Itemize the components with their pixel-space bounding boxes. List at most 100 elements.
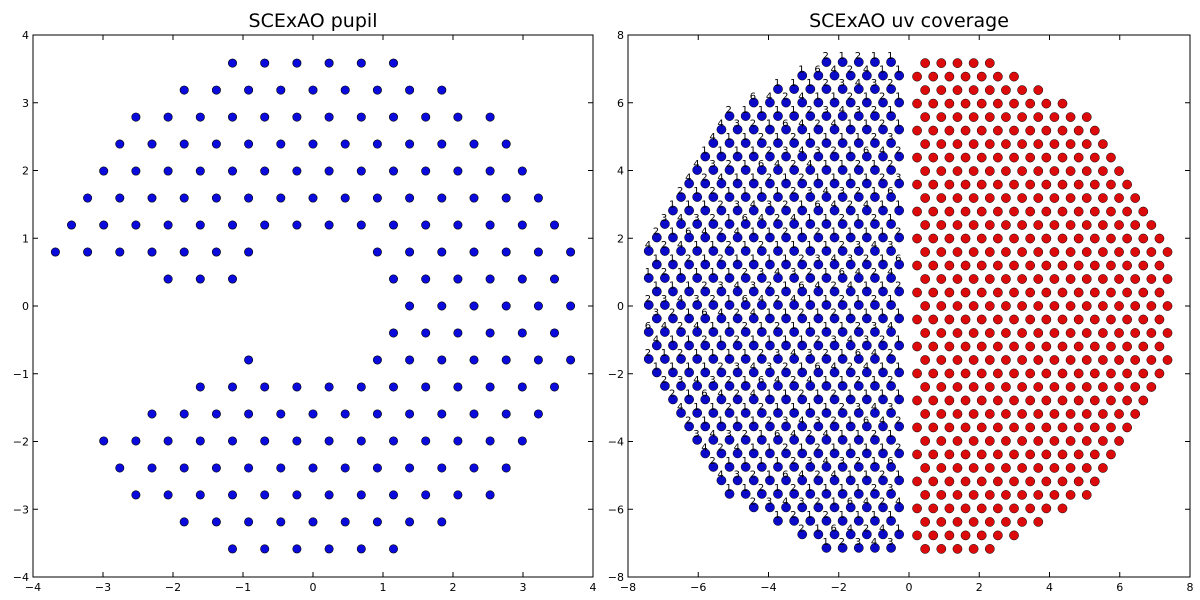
uv-redundancy-label: 3 — [653, 307, 659, 318]
uv-redundancy-label: 4 — [887, 267, 893, 278]
uv-redundancy-label: 6 — [855, 348, 861, 359]
uv-redundancy-label: 3 — [887, 537, 893, 548]
uv-point-red — [976, 179, 987, 190]
uv-point-red — [1017, 301, 1027, 311]
uv-point-blue — [789, 138, 799, 148]
uv-point-red — [960, 314, 971, 325]
uv-redundancy-label: 2 — [822, 510, 828, 521]
uv-point-blue — [676, 300, 686, 310]
uv-point-red — [952, 328, 963, 338]
uv-point-blue — [748, 259, 759, 270]
uv-redundancy-label: 1 — [726, 348, 732, 359]
x-tick-label: 2 — [450, 581, 457, 594]
uv-point-red — [1073, 395, 1084, 406]
uv-point-blue — [668, 259, 678, 270]
uv-point-red — [1081, 409, 1092, 419]
pupil-point — [324, 382, 334, 392]
uv-point-blue — [781, 178, 791, 189]
uv-redundancy-label: 4 — [822, 456, 828, 467]
uv-redundancy-label: 1 — [701, 200, 707, 211]
uv-redundancy-label: 6 — [782, 469, 788, 480]
uv-point-blue — [853, 246, 864, 256]
uv-redundancy-label: 2 — [887, 159, 893, 170]
uv-redundancy-label: 2 — [871, 483, 877, 494]
uv-redundancy-label: 2 — [839, 213, 845, 224]
uv-redundancy-label: 2 — [685, 415, 691, 426]
uv-redundancy-label: 2 — [758, 240, 764, 251]
uv-point-blue — [878, 475, 888, 486]
uv-redundancy-label: 3 — [766, 496, 772, 507]
uv-redundancy-label: 4 — [831, 253, 837, 264]
pupil-point — [195, 382, 205, 392]
uv-point-blue — [684, 394, 694, 405]
uv-point-blue — [870, 57, 880, 67]
uv-point-blue — [845, 475, 856, 486]
uv-point-blue — [837, 462, 848, 472]
uv-redundancy-label: 1 — [758, 429, 764, 440]
uv-point-blue — [756, 138, 767, 148]
pupil-point — [324, 166, 334, 176]
uv-point-red — [1098, 301, 1108, 311]
uv-point-red — [952, 382, 963, 392]
uv-redundancy-label: 2 — [790, 510, 796, 521]
uv-point-blue — [789, 165, 799, 175]
uv-point-red — [1089, 233, 1100, 244]
uv-redundancy-label: 1 — [863, 119, 869, 130]
uv-redundancy-label: 1 — [822, 267, 828, 278]
uv-point-red — [1122, 368, 1132, 379]
uv-point-blue — [862, 286, 872, 297]
uv-point-blue — [878, 448, 888, 459]
uv-point-red — [912, 449, 922, 460]
uv-point-red — [1033, 517, 1044, 527]
pupil-point — [533, 355, 543, 365]
uv-point-blue — [862, 97, 872, 108]
uv-point-red — [1025, 476, 1036, 487]
pupil-point — [421, 220, 431, 230]
uv-point-red — [993, 260, 1003, 271]
y-tick-label: −6 — [608, 503, 624, 516]
uv-redundancy-label: 1 — [701, 253, 707, 264]
uv-point-blue — [765, 178, 775, 189]
uv-point-blue — [724, 300, 735, 310]
pupil-point — [147, 463, 157, 473]
uv-point-red — [976, 314, 987, 325]
uv-point-blue — [862, 340, 872, 351]
uv-redundancy-label: 2 — [806, 267, 812, 278]
uv-point-red — [1089, 449, 1100, 460]
pupil-point — [437, 193, 447, 203]
pupil-point — [517, 274, 527, 284]
uv-redundancy-label: 2 — [645, 348, 651, 359]
uv-point-blue — [837, 111, 848, 121]
uv-redundancy-label: 1 — [717, 415, 723, 426]
uv-point-blue — [878, 394, 888, 405]
uv-point-red — [936, 112, 947, 122]
uv-point-red — [928, 98, 939, 109]
uv-redundancy-label: 2 — [895, 227, 901, 238]
uv-point-red — [1073, 206, 1084, 217]
uv-redundancy-label: 1 — [879, 361, 885, 372]
uv-point-red — [993, 152, 1003, 163]
pupil-point — [228, 490, 238, 500]
uv-point-red — [1017, 193, 1027, 203]
uv-redundancy-label: 1 — [766, 119, 772, 130]
uv-point-blue — [684, 367, 694, 378]
uv-redundancy-label: 2 — [855, 456, 861, 467]
uv-point-blue — [878, 286, 888, 297]
pupil-point — [437, 517, 447, 527]
uv-point-red — [944, 530, 955, 541]
uv-point-blue — [886, 192, 896, 202]
pupil-point — [388, 328, 398, 338]
pupil-point — [437, 463, 447, 473]
uv-redundancy-label: 2 — [847, 361, 853, 372]
uv-point-blue — [821, 111, 832, 121]
uv-redundancy-label: 2 — [758, 132, 764, 143]
y-tick-label: 2 — [22, 165, 29, 178]
uv-point-red — [1065, 382, 1076, 392]
uv-point-blue — [692, 354, 703, 364]
uv-point-blue — [837, 138, 848, 148]
uv-redundancy-label: 2 — [726, 105, 732, 116]
uv-point-blue — [692, 381, 703, 391]
pupil-point — [195, 112, 205, 122]
uv-point-blue — [886, 111, 896, 121]
